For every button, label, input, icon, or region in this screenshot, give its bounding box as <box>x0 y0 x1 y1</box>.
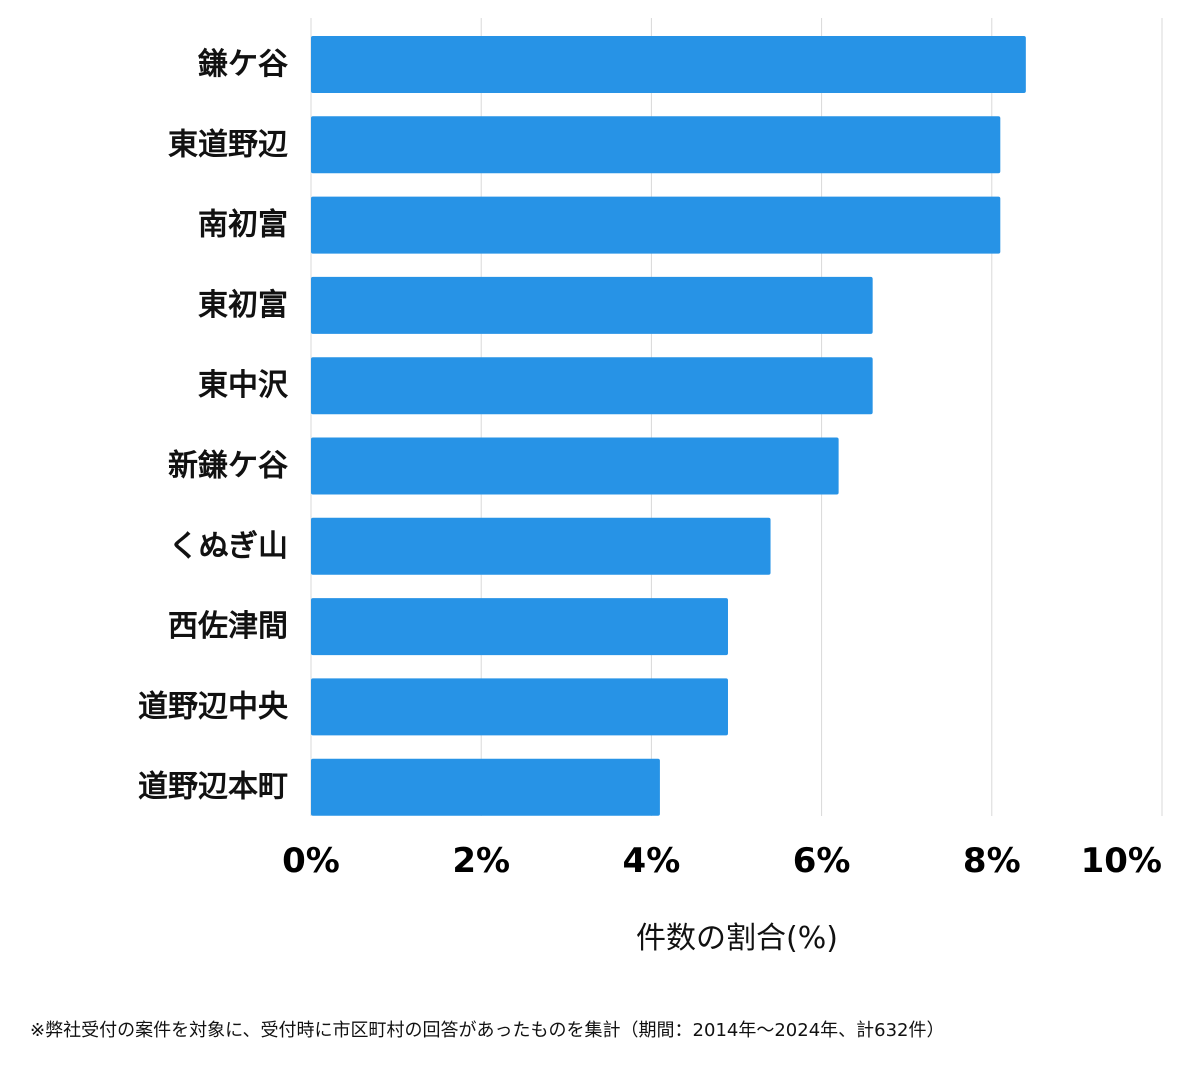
category-label-8: 道野辺中央 <box>138 689 289 724</box>
x-tick-label-0: 0% <box>282 841 340 881</box>
bars <box>311 36 1026 816</box>
category-label-9: 道野辺本町 <box>138 770 288 805</box>
x-axis-title: 件数の割合(%) <box>636 921 838 956</box>
bar-5 <box>311 437 839 495</box>
bar-1 <box>311 116 1001 174</box>
bar-2 <box>311 196 1001 254</box>
category-label-7: 西佐津間 <box>168 609 288 644</box>
x-tick-label-5: 10% <box>1081 841 1162 881</box>
category-label-4: 東中沢 <box>198 368 289 403</box>
bar-8 <box>311 678 728 736</box>
category-label-2: 南初富 <box>198 208 288 243</box>
category-label-0: 鎌ケ谷 <box>198 47 288 82</box>
bar-7 <box>311 598 728 656</box>
bar-6 <box>311 517 771 575</box>
x-tick-labels: 0% 2% 4% 6% 8% 10% <box>282 841 1162 881</box>
bar-0 <box>311 36 1026 93</box>
category-label-5: 新鎌ケ谷 <box>168 449 288 484</box>
category-label-6: くぬぎ山 <box>169 529 288 564</box>
x-tick-label-1: 2% <box>452 841 510 881</box>
x-tick-label-2: 4% <box>623 841 681 881</box>
bar-4 <box>311 357 873 415</box>
bar-3 <box>311 276 873 334</box>
category-label-1: 東道野辺 <box>168 127 288 162</box>
category-label-3: 東初富 <box>198 288 288 323</box>
x-tick-label-4: 8% <box>963 841 1021 881</box>
footnote: ※弊社受付の案件を対象に、受付時に市区町村の回答があったものを集計（期間：201… <box>30 1020 945 1041</box>
bar-9 <box>311 758 660 816</box>
x-tick-label-3: 6% <box>793 841 851 881</box>
